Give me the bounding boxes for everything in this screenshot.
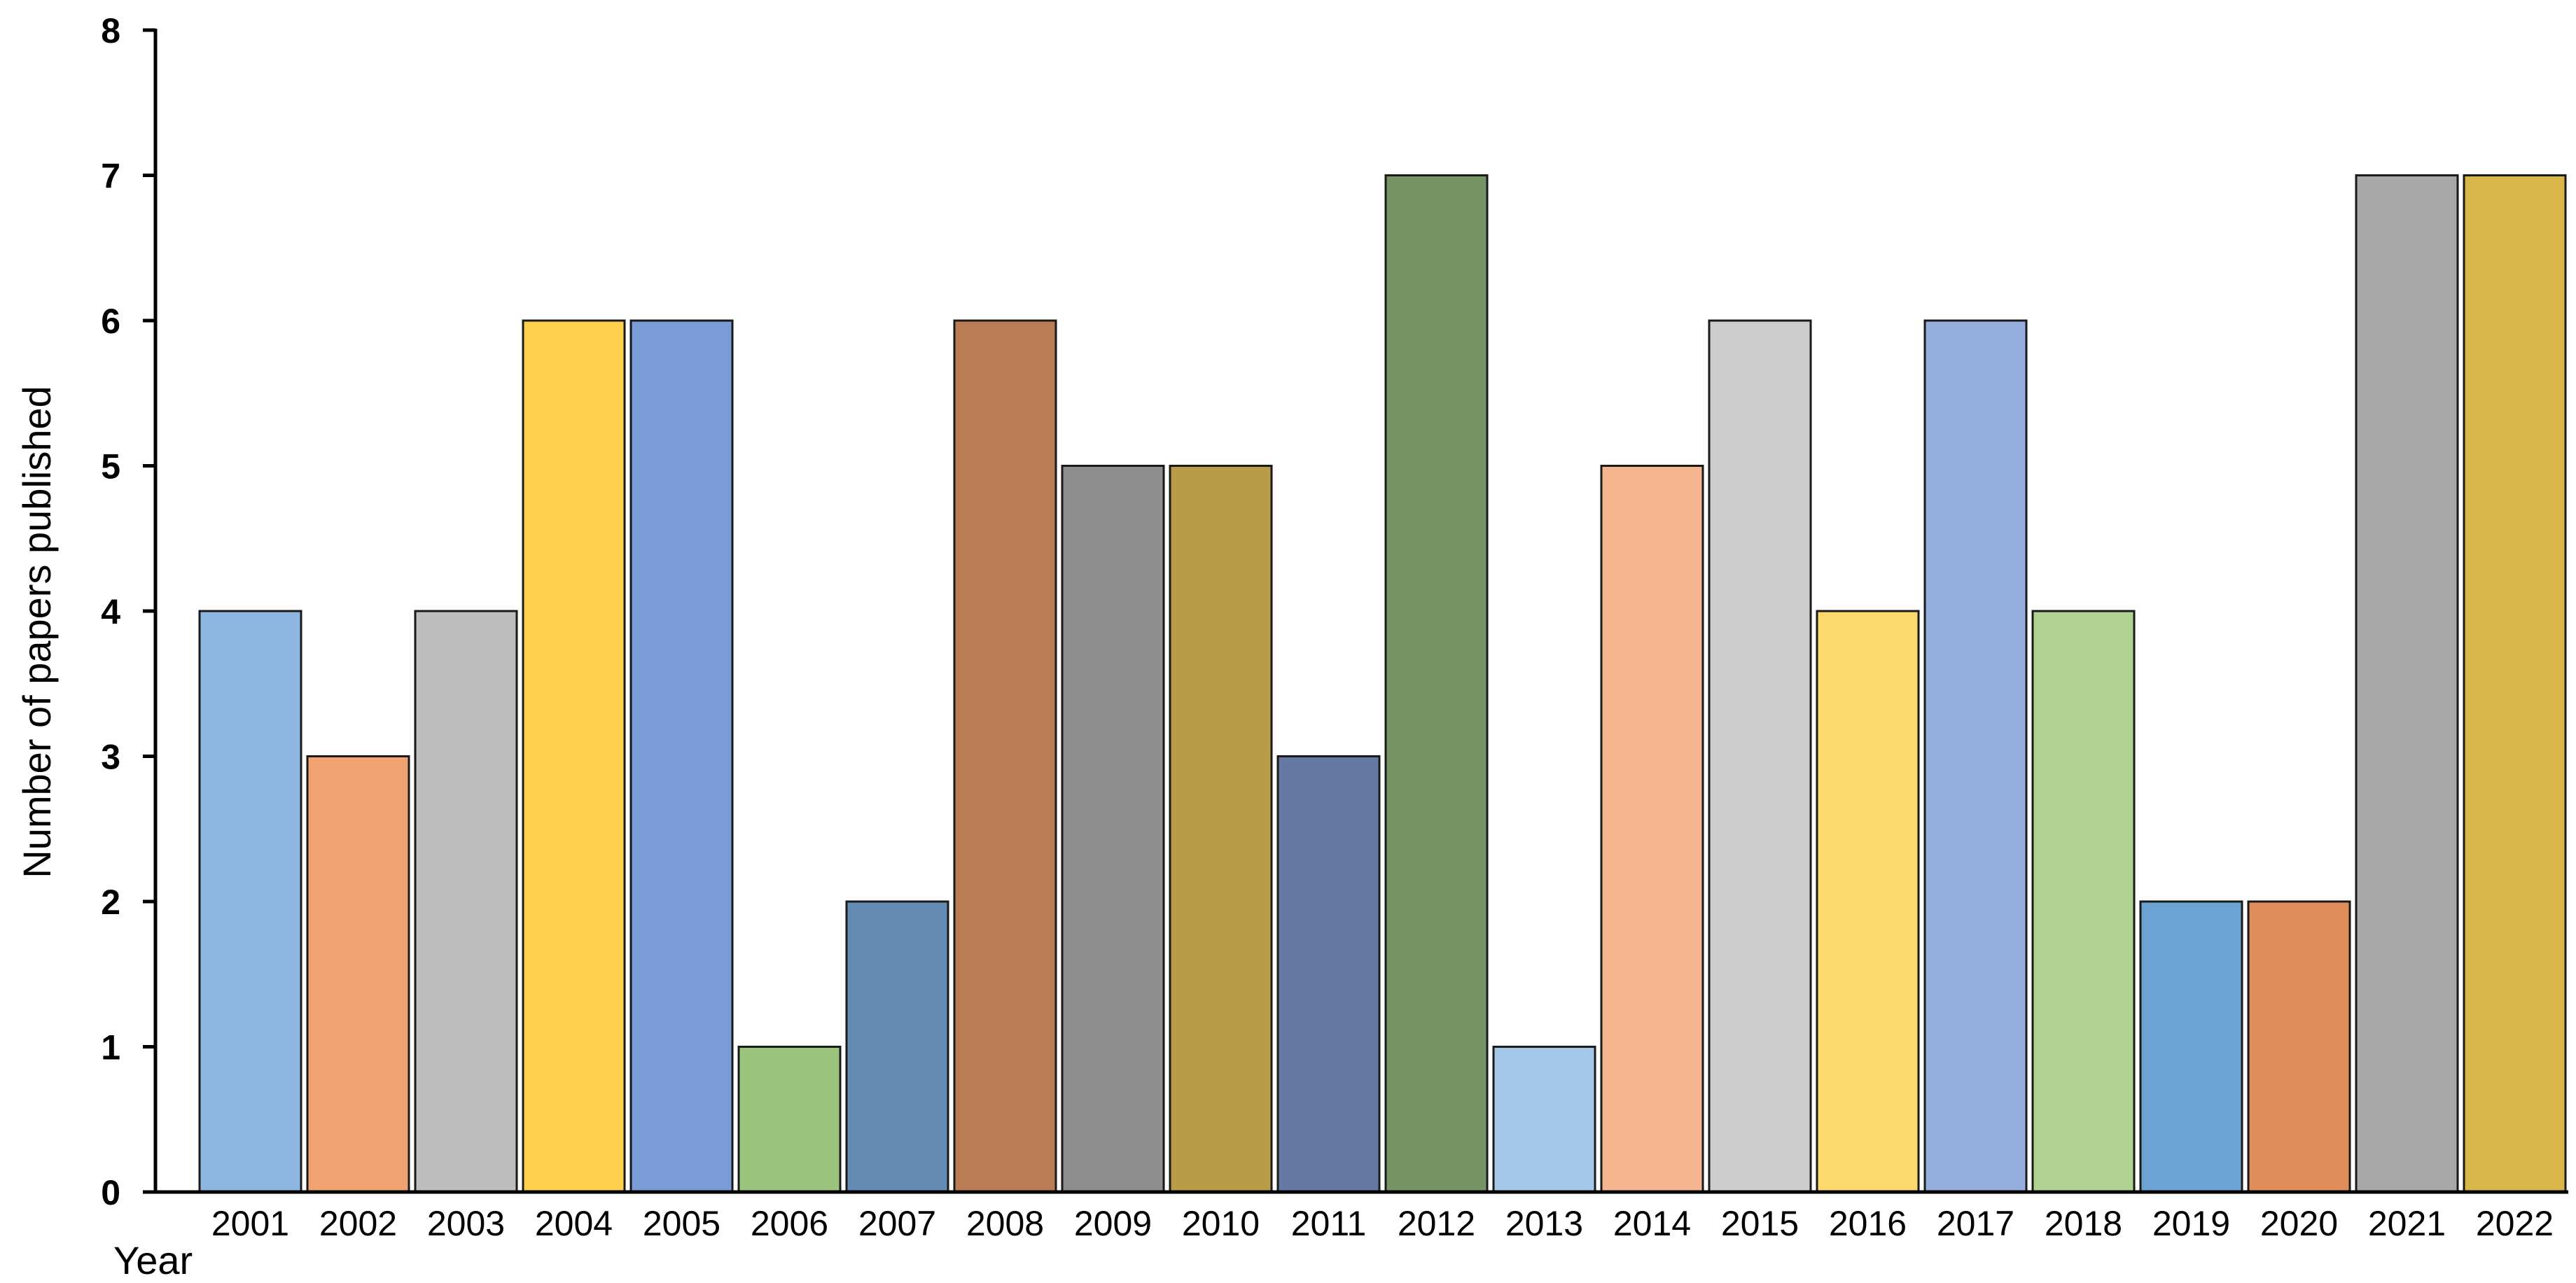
x-tick-label: 2019 — [2152, 1204, 2230, 1243]
x-tick-label: 2009 — [1074, 1204, 1152, 1243]
x-tick-label: 2011 — [1291, 1204, 1367, 1243]
bar-2003 — [414, 610, 518, 1193]
bar-2016 — [1816, 610, 1920, 1193]
bar-2017 — [1923, 319, 2028, 1193]
bar-2009 — [1061, 465, 1165, 1193]
bars-layer — [198, 174, 2567, 1193]
bar-2002 — [306, 755, 410, 1193]
x-tick-label: 2007 — [858, 1204, 936, 1243]
y-tick-label: 6 — [101, 302, 120, 341]
y-tick-label: 4 — [101, 592, 120, 631]
x-tick-label: 2014 — [1613, 1204, 1691, 1243]
y-tick-label: 3 — [101, 738, 120, 777]
bar-2015 — [1708, 319, 1812, 1193]
x-tick-label: 2020 — [2260, 1204, 2338, 1243]
x-tick-label: 2022 — [2476, 1204, 2554, 1243]
x-tick-label: 2006 — [751, 1204, 828, 1243]
bar-2008 — [953, 319, 1057, 1193]
bar-2021 — [2355, 174, 2459, 1193]
bar-2013 — [1492, 1046, 1596, 1193]
x-ticks: 2001 2002 2003 2004 2005 2006 2007 2008 2009 2010… — [211, 1204, 2554, 1243]
bar-2014 — [1600, 465, 1704, 1193]
bar-2004 — [522, 319, 626, 1193]
x-tick-label: 2008 — [966, 1204, 1044, 1243]
x-tick-label: 2013 — [1505, 1204, 1583, 1243]
x-axis-title: Year — [113, 1238, 193, 1282]
bar-2011 — [1276, 755, 1381, 1193]
y-tick-label: 0 — [101, 1173, 120, 1212]
x-tick-label: 2016 — [1829, 1204, 1907, 1243]
x-tick-label: 2005 — [643, 1204, 720, 1243]
x-tick-label: 2003 — [427, 1204, 505, 1243]
bar-2019 — [2139, 900, 2243, 1193]
bar-2020 — [2247, 900, 2351, 1193]
bar-2018 — [2031, 610, 2136, 1193]
x-tick-label: 2015 — [1721, 1204, 1799, 1243]
x-tick-label: 2021 — [2368, 1204, 2446, 1243]
x-tick-label: 2012 — [1398, 1204, 1475, 1243]
y-axis-title: Number of papers published — [15, 386, 59, 878]
bar-2007 — [845, 900, 949, 1193]
bar-2001 — [198, 610, 302, 1193]
x-tick-label: 2001 — [211, 1204, 289, 1243]
y-tick-label: 7 — [101, 157, 120, 196]
x-tick-label: 2017 — [1937, 1204, 2014, 1243]
bar-2005 — [629, 319, 734, 1193]
y-ticks: 0 1 2 3 4 5 6 7 8 — [101, 11, 155, 1212]
bar-2022 — [2463, 174, 2567, 1193]
x-tick-label: 2002 — [319, 1204, 397, 1243]
y-tick-label: 8 — [101, 11, 120, 50]
x-tick-label: 2010 — [1182, 1204, 1260, 1243]
y-tick-label: 1 — [101, 1028, 120, 1067]
x-tick-label: 2004 — [535, 1204, 613, 1243]
bar-2012 — [1384, 174, 1489, 1193]
y-tick-label: 2 — [101, 883, 120, 922]
bar-2006 — [737, 1046, 842, 1193]
y-tick-label: 5 — [101, 447, 120, 486]
x-tick-label: 2018 — [2045, 1204, 2122, 1243]
bar-2010 — [1169, 465, 1273, 1193]
